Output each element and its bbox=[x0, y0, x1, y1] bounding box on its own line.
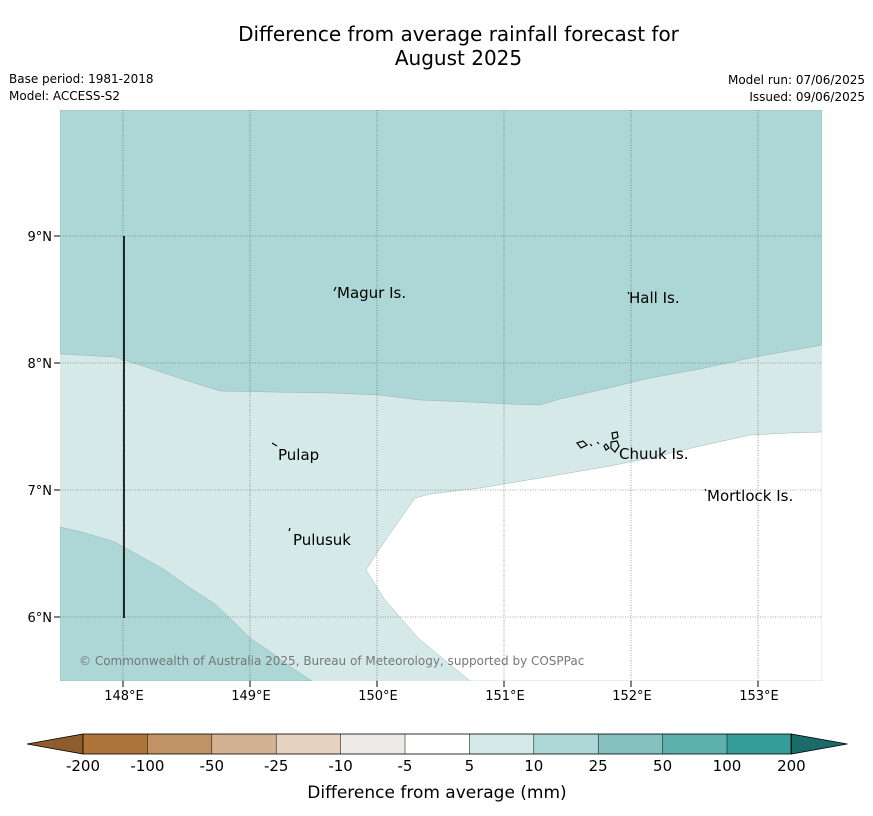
colorbar-cell bbox=[211, 734, 277, 754]
colorbar-cells bbox=[26, 733, 848, 755]
hall-island-shape bbox=[627, 291, 630, 295]
colorbar-cell bbox=[662, 734, 728, 754]
colorbar-tick-label: -100 bbox=[130, 757, 164, 775]
lon-tick-152e: 152°E bbox=[612, 689, 652, 704]
colorbar-tick-label: 10 bbox=[524, 757, 543, 775]
lon-tick-153e: 153°E bbox=[739, 689, 779, 704]
colorbar-tick-label: 5 bbox=[465, 757, 475, 775]
meta-left: Base period: 1981-2018 Model: ACCESS-S2 bbox=[9, 71, 154, 105]
lat-tick-8n: 8°N bbox=[28, 357, 53, 372]
island-outlines bbox=[271, 286, 707, 532]
colorbar-tick-label: -25 bbox=[264, 757, 289, 775]
lat-tick-6n: 6°N bbox=[28, 611, 53, 626]
label-mortlock: Mortlock Is. bbox=[707, 487, 793, 505]
copyright-text: © Commonwealth of Australia 2025, Bureau… bbox=[79, 654, 584, 668]
colorbar-label: Difference from average (mm) bbox=[307, 783, 566, 803]
lat-tick-7n: 7°N bbox=[28, 484, 53, 499]
lon-tick-151e: 151°E bbox=[485, 689, 525, 704]
colorbar-tick-label: -50 bbox=[200, 757, 225, 775]
colorbar-extend-high bbox=[791, 733, 848, 755]
map-panel: Magur Is. Hall Is. Pulap Chuuk Is. Mortl… bbox=[60, 110, 822, 681]
model-run: Model run: 07/06/2025 bbox=[727, 73, 865, 87]
model-name: Model: ACCESS-S2 bbox=[9, 89, 121, 103]
lon-tick-149e: 149°E bbox=[231, 689, 271, 704]
title-line-1: Difference from average rainfall forecas… bbox=[238, 22, 679, 46]
pulusuk-island-shape bbox=[288, 527, 291, 532]
band-neg5-5 bbox=[365, 431, 822, 681]
lon-tick-148e: 148°E bbox=[104, 689, 144, 704]
place-labels: Magur Is. Hall Is. Pulap Chuuk Is. Mortl… bbox=[278, 284, 793, 549]
label-chuuk: Chuuk Is. bbox=[619, 445, 688, 463]
colorbar-tick-label: 25 bbox=[589, 757, 608, 775]
meta-right: Model run: 07/06/2025 Issued: 09/06/2025 bbox=[728, 72, 865, 106]
colorbar-cell bbox=[405, 734, 470, 754]
map-title: Difference from average rainfall forecas… bbox=[0, 22, 873, 70]
colorbar-ticks: -200 -100 -50 -25 -10 -5 5 10 25 50 100 200 bbox=[66, 734, 806, 775]
colorbar-cell bbox=[276, 734, 342, 754]
colorbar-tick-label: -200 bbox=[66, 757, 100, 775]
colorbar-tick-label: -5 bbox=[398, 757, 413, 775]
colorbar-cell bbox=[533, 734, 599, 754]
label-pulusuk: Pulusuk bbox=[293, 531, 351, 549]
colorbar-tick-label: 200 bbox=[777, 757, 806, 775]
colorbar-cell bbox=[83, 734, 148, 754]
colorbar-frame bbox=[82, 733, 792, 755]
colorbar-cell bbox=[469, 734, 535, 754]
lon-tick-150e: 150°E bbox=[358, 689, 398, 704]
colorbar-tick-label: -10 bbox=[328, 757, 353, 775]
label-magur: Magur Is. bbox=[337, 284, 406, 302]
magur-island-shape bbox=[333, 286, 337, 292]
colorbar: -200 -100 -50 -25 -10 -5 5 10 25 50 100 200 Differe… bbox=[26, 733, 848, 803]
colorbar-cell bbox=[727, 734, 792, 754]
lat-axis: 9°N 8°N 7°N 6°N bbox=[28, 230, 60, 626]
mortlock-island-shape bbox=[704, 488, 707, 492]
title-line-2: August 2025 bbox=[394, 46, 523, 70]
lon-axis: 148°E 149°E 150°E 151°E 152°E 153°E bbox=[104, 681, 779, 704]
chuuk-island-shape bbox=[575, 431, 620, 453]
colorbar-extend-low bbox=[26, 733, 84, 755]
gridlines bbox=[60, 110, 822, 681]
colorbar-cell bbox=[340, 734, 406, 754]
colorbar-tick-label: 100 bbox=[713, 757, 742, 775]
pulap-island-shape bbox=[271, 442, 278, 447]
band-10-25-north bbox=[60, 110, 822, 406]
label-hall: Hall Is. bbox=[629, 289, 680, 307]
colorbar-tick-label: 50 bbox=[653, 757, 672, 775]
base-period: Base period: 1981-2018 bbox=[9, 72, 154, 86]
issued-date: Issued: 09/06/2025 bbox=[749, 90, 865, 104]
lat-tick-9n: 9°N bbox=[28, 230, 53, 245]
colorbar-cell bbox=[147, 734, 213, 754]
colorbar-cell bbox=[598, 734, 664, 754]
label-pulap: Pulap bbox=[278, 446, 319, 464]
